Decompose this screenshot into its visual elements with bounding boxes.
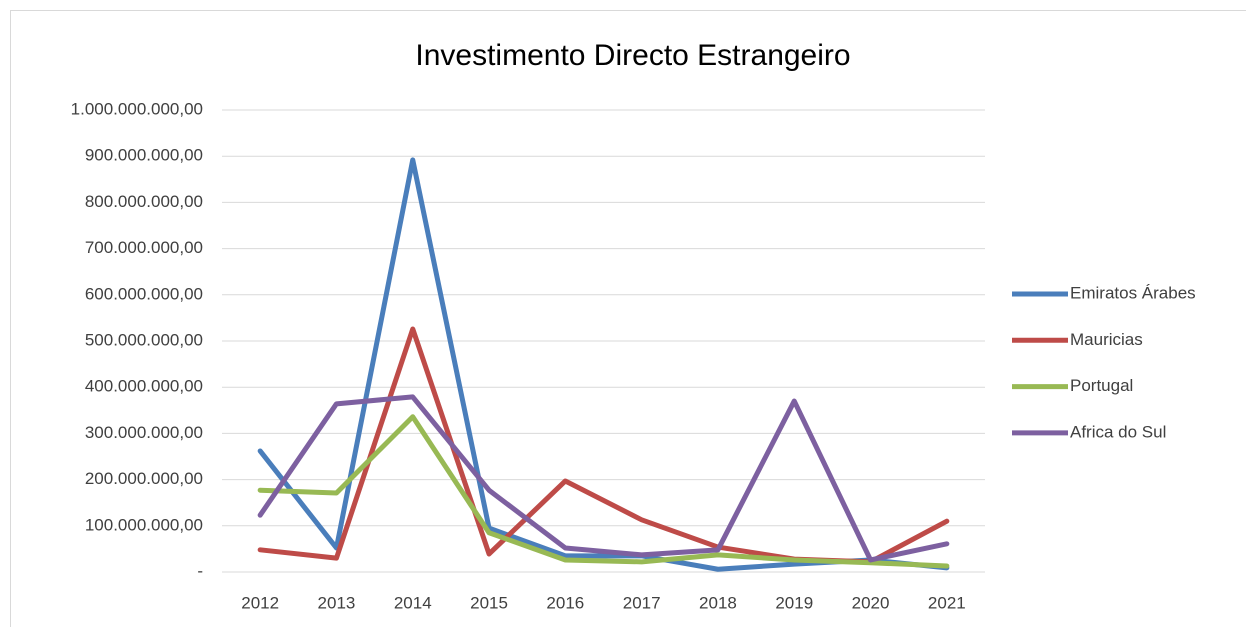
x-tick-label: 2017	[623, 593, 661, 612]
x-tick-label: 2016	[546, 593, 584, 612]
legend-label: Mauricias	[1070, 330, 1143, 349]
y-tick-label: 200.000.000,00	[85, 469, 203, 488]
chart-frame	[10, 10, 1246, 627]
x-tick-label: 2020	[852, 593, 890, 612]
x-tick-label: 2019	[775, 593, 813, 612]
y-tick-label: 700.000.000,00	[85, 238, 203, 257]
series-line	[257, 414, 950, 569]
series-line	[257, 394, 950, 563]
y-tick-label: -	[197, 561, 203, 580]
y-tick-label: 900.000.000,00	[85, 146, 203, 165]
legend-label: Emiratos Árabes	[1070, 283, 1196, 302]
y-tick-label: 300.000.000,00	[85, 423, 203, 442]
x-tick-label: 2021	[928, 593, 966, 612]
legend-label: Africa do Sul	[1070, 422, 1166, 441]
x-tick-label: 2014	[394, 593, 432, 612]
x-tick-label: 2018	[699, 593, 737, 612]
y-tick-label: 1.000.000.000,00	[71, 99, 203, 118]
y-tick-label: 100.000.000,00	[85, 515, 203, 534]
chart-title: Investimento Directo Estrangeiro	[415, 39, 850, 72]
x-tick-label: 2013	[318, 593, 356, 612]
series-line	[257, 326, 950, 565]
y-tick-label: 600.000.000,00	[85, 284, 203, 303]
x-tick-label: 2015	[470, 593, 508, 612]
x-tick-label: 2012	[241, 593, 279, 612]
y-tick-label: 500.000.000,00	[85, 330, 203, 349]
y-tick-label: 800.000.000,00	[85, 192, 203, 211]
legend-label: Portugal	[1070, 376, 1133, 395]
y-tick-label: 400.000.000,00	[85, 377, 203, 396]
